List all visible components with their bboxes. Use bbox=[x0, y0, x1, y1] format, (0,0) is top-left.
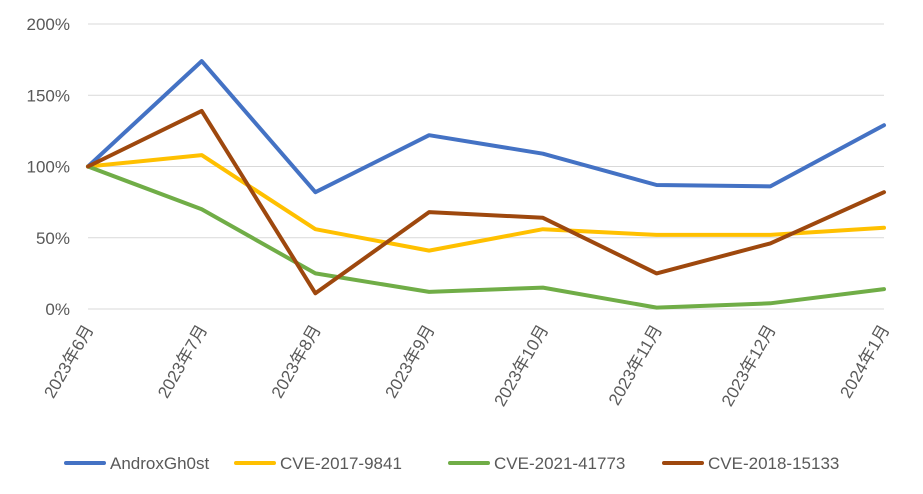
legend-label: AndroxGh0st bbox=[110, 454, 209, 473]
x-tick-label: 2024年1月 bbox=[836, 322, 893, 402]
x-tick-label: 2023年10月 bbox=[490, 322, 552, 410]
x-axis-ticks: 2023年6月 2023年7月 2023年8月 2023年9月 2023年10月 2023… bbox=[40, 322, 893, 410]
series-line-4 bbox=[86, 108, 886, 296]
x-tick-label: 2023年11月 bbox=[605, 322, 666, 409]
x-tick-label: 2023年7月 bbox=[154, 322, 211, 402]
series-line-2 bbox=[86, 153, 886, 253]
x-tick-label: 2023年6月 bbox=[40, 322, 97, 402]
y-tick-label: 100% bbox=[27, 158, 70, 177]
legend-label: CVE-2021-41773 bbox=[494, 454, 625, 473]
x-tick-label: 2023年8月 bbox=[268, 322, 325, 402]
y-tick-label: 0% bbox=[45, 300, 70, 319]
legend-label: CVE-2017-9841 bbox=[280, 454, 402, 473]
series-lines bbox=[86, 59, 886, 310]
legend-label: CVE-2018-15133 bbox=[708, 454, 839, 473]
x-tick-label: 2023年12月 bbox=[718, 322, 780, 410]
y-tick-label: 50% bbox=[36, 229, 70, 248]
y-tick-label: 150% bbox=[27, 86, 70, 105]
legend: AndroxGh0st CVE-2017-9841 CVE-2021-41773 CV… bbox=[64, 454, 839, 473]
series-line-3 bbox=[86, 164, 886, 310]
y-tick-label: 200% bbox=[27, 15, 70, 34]
y-axis-ticks: 0% 50% 100% 150% 200% bbox=[27, 15, 70, 319]
x-tick-label: 2023年9月 bbox=[382, 322, 439, 402]
series-line-1 bbox=[86, 59, 886, 195]
